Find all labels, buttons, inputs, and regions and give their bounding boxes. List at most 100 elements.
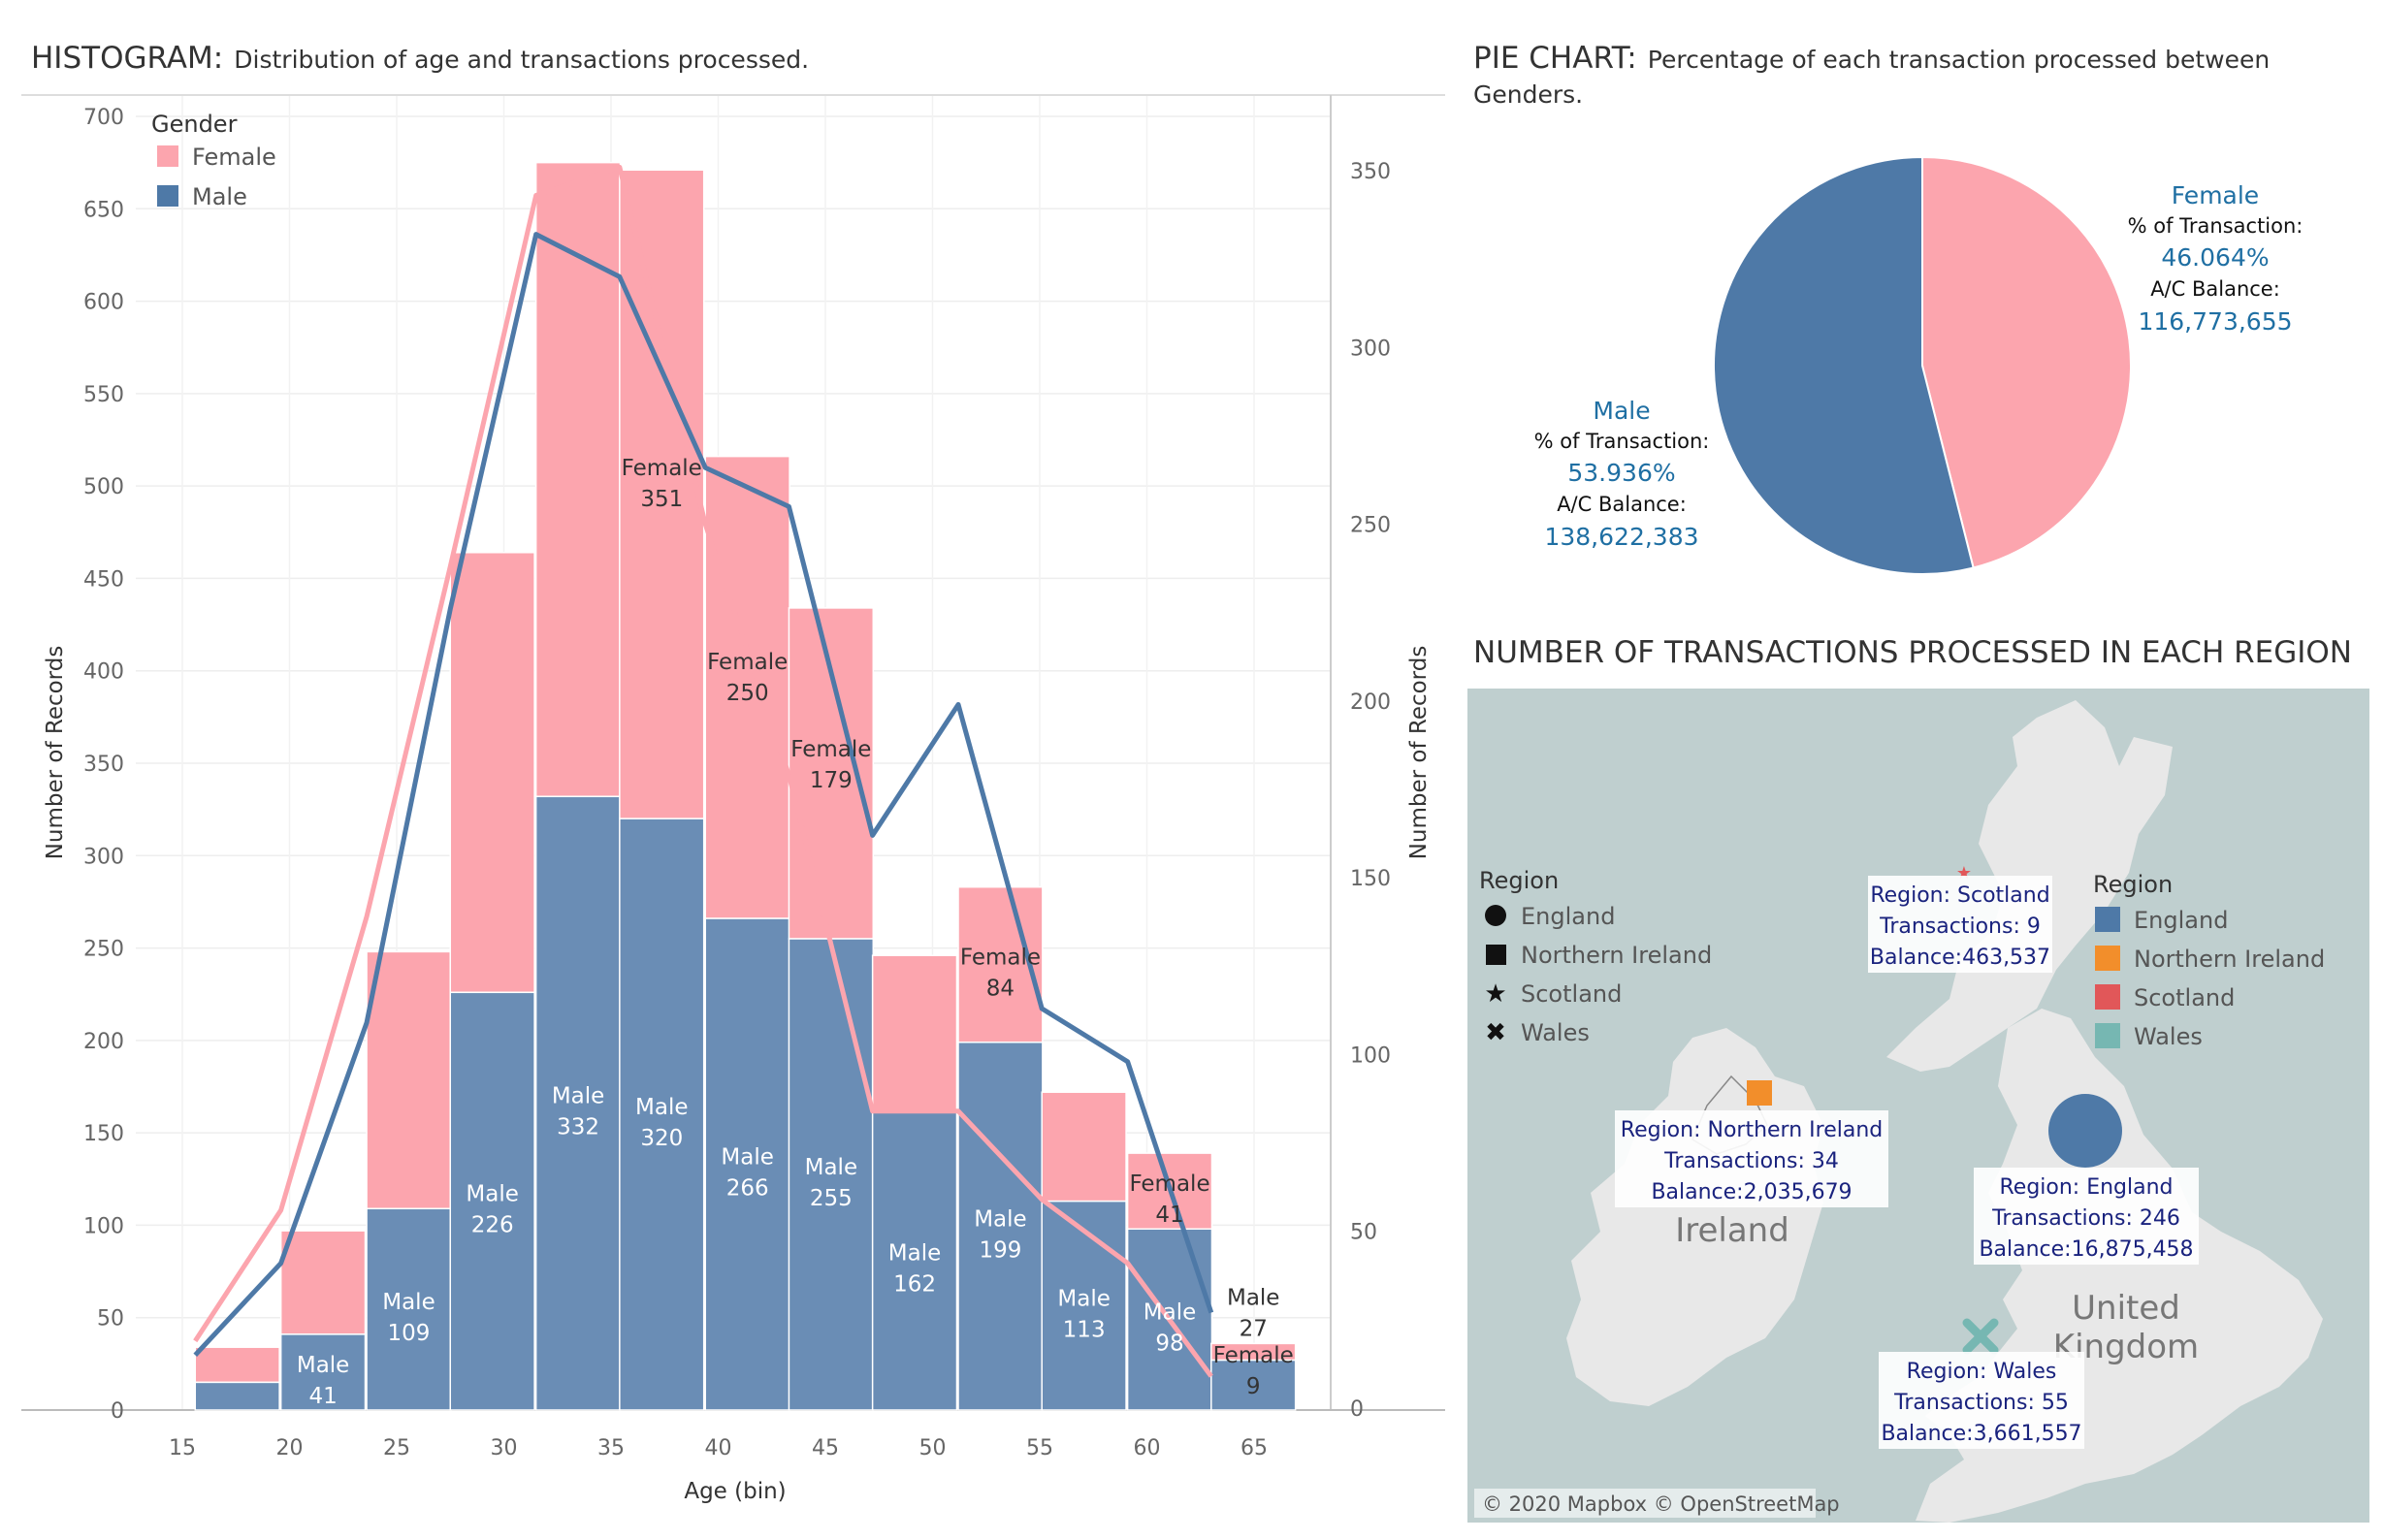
male-bar-value: 199 [979, 1237, 1021, 1263]
shape-legend-northern-ireland[interactable]: Northern Ireland [1521, 942, 1712, 969]
x-tick-label: 15 [169, 1436, 196, 1460]
color-legend-northern-ireland[interactable]: Northern Ireland [2134, 946, 2325, 973]
map-panel: NUMBER OF TRANSACTIONS PROCESSED IN EACH… [1467, 635, 2369, 1523]
left-tick-label: 300 [83, 845, 124, 869]
shape-legend-wales[interactable]: Wales [1521, 1019, 1590, 1046]
map-place-uk-line1: United [2072, 1289, 2180, 1328]
left-tick-label: 150 [83, 1122, 124, 1146]
northern-ireland-marker-square-icon[interactable] [1747, 1080, 1772, 1106]
male-line [193, 232, 1214, 1358]
pie-male-bal: 138,622,383 [1544, 523, 1698, 551]
pie-female-label: Female % of Transaction: 46.064% A/C Bal… [2128, 181, 2303, 336]
shape-legend-scotland[interactable]: Scotland [1521, 980, 1622, 1008]
left-tick-label: 250 [83, 938, 124, 962]
left-tick-label: 50 [97, 1307, 124, 1331]
histogram-left-axis-title: Number of Records [43, 646, 68, 860]
cross-icon: ✖ [1485, 1018, 1506, 1047]
pie-female-pct-key: % of Transaction: [2128, 214, 2303, 238]
male-bar-label: Male [552, 1084, 604, 1109]
histogram-x-axis: 15 20 25 30 35 40 45 50 55 60 65 [169, 1436, 1268, 1460]
legend-male-label[interactable]: Male [192, 183, 247, 210]
wales-marker-cross-icon[interactable] [1962, 1318, 1999, 1355]
histogram-bars [194, 161, 1297, 1411]
x-tick-label: 55 [1026, 1436, 1053, 1460]
male-bar-label: Male [888, 1241, 941, 1267]
pie-female-pct: 46.064% [2161, 243, 2269, 272]
england-marker-circle-icon[interactable] [2048, 1094, 2122, 1168]
square-icon [1486, 945, 1506, 965]
left-tick-label: 400 [83, 660, 124, 685]
svg-text:Region: England: Region: England [1999, 1175, 2173, 1200]
female-bar-value: 84 [986, 977, 1015, 1002]
region-shape-legend: Region England Northern Ireland ★ Scotla… [1479, 867, 1712, 1047]
right-tick-label: 200 [1350, 690, 1391, 715]
female-bar-label: Female [622, 456, 702, 481]
male-bar-value: 320 [640, 1126, 683, 1151]
x-tick-label: 35 [597, 1436, 625, 1460]
pie-male-bal-key: A/C Balance: [1557, 493, 1687, 516]
male-bar-label: Male [382, 1290, 435, 1315]
gender-legend: Gender Female Male [151, 111, 276, 210]
male-bar-label: Male [1227, 1285, 1279, 1310]
england-label: Region: England Transactions: 246 Balanc… [1974, 1168, 2199, 1265]
female-bar-label: Female [1129, 1171, 1209, 1197]
color-legend-scotland[interactable]: Scotland [2134, 984, 2235, 1011]
svg-text:Transactions: 34: Transactions: 34 [1663, 1149, 1839, 1173]
female-bar-value: 351 [640, 487, 683, 512]
color-legend-england[interactable]: England [2134, 907, 2228, 934]
male-bar [704, 917, 790, 1411]
legend-female-label[interactable]: Female [192, 144, 276, 171]
right-tick-label: 300 [1350, 337, 1391, 361]
male-bar-label: Male [1144, 1300, 1196, 1326]
female-bar [194, 1346, 280, 1384]
male-bar [534, 795, 622, 1411]
svg-text:Transactions: 55: Transactions: 55 [1893, 1391, 2069, 1415]
male-bar [788, 938, 875, 1411]
svg-text:Region: Wales: Region: Wales [1907, 1360, 2057, 1384]
left-tick-label: 350 [83, 753, 124, 777]
right-tick-label: 100 [1350, 1043, 1391, 1068]
map-attribution[interactable]: © 2020 Mapbox © OpenStreetMap [1482, 1492, 1840, 1516]
x-tick-label: 20 [276, 1436, 304, 1460]
histogram-x-axis-title: Age (bin) [684, 1479, 786, 1504]
male-bar-value: 266 [726, 1176, 769, 1202]
male-bar-value: 255 [810, 1186, 853, 1211]
female-bar [1041, 1091, 1127, 1203]
legend-male-swatch[interactable] [157, 185, 178, 207]
svg-text:Balance:3,661,557: Balance:3,661,557 [1881, 1422, 2081, 1446]
male-bar-label: Male [805, 1155, 857, 1180]
histogram-bar-labels: Male 41 Male 109 Male 226 Male 332 Male 320 Male 26… [297, 456, 1294, 1409]
female-bar-label: Female [960, 946, 1041, 971]
northern-ireland-label: Region: Northern Ireland Transactions: 3… [1615, 1110, 1888, 1207]
female-bar-value: 250 [726, 681, 769, 706]
female-bar [279, 1230, 367, 1335]
svg-text:Region: Scotland: Region: Scotland [1870, 883, 2049, 908]
male-bar-value: 98 [1155, 1331, 1183, 1357]
svg-text:Transactions: 246: Transactions: 246 [1991, 1206, 2180, 1231]
male-bar-value: 113 [1063, 1317, 1106, 1342]
left-tick-label: 600 [83, 291, 124, 315]
male-bar [871, 1109, 958, 1411]
right-tick-label: 150 [1350, 867, 1391, 891]
scotland-label: Region: Scotland Transactions: 9 Balance… [1868, 876, 2052, 973]
left-tick-label: 500 [83, 475, 124, 499]
wales-label: Region: Wales Transactions: 55 Balance:3… [1879, 1352, 2084, 1449]
male-bar-value: 27 [1240, 1316, 1268, 1341]
x-tick-label: 45 [812, 1436, 839, 1460]
star-icon: ★ [1484, 979, 1506, 1009]
legend-female-swatch[interactable] [157, 145, 178, 167]
histogram-left-axis: 0 50 100 150 200 250 300 350 400 450 500 550 600 650 7… [83, 106, 124, 1424]
pie-title-line2: Genders. [1473, 80, 1583, 109]
color-legend-wales[interactable]: Wales [2134, 1023, 2203, 1050]
shape-legend-england[interactable]: England [1521, 903, 1615, 930]
female-bar-value: 41 [1155, 1203, 1183, 1228]
color-swatch-scotland [2095, 984, 2120, 1010]
pie-female-bal: 116,773,655 [2138, 307, 2292, 336]
male-bar-label: Male [297, 1353, 349, 1378]
male-bar-label: Male [1057, 1286, 1110, 1311]
histogram-right-axis: 0 50 100 150 200 250 300 350 [1350, 160, 1391, 1422]
female-bar [704, 455, 790, 919]
map-title: NUMBER OF TRANSACTIONS PROCESSED IN EACH… [1473, 635, 2352, 670]
male-bar-value: 332 [557, 1115, 599, 1140]
